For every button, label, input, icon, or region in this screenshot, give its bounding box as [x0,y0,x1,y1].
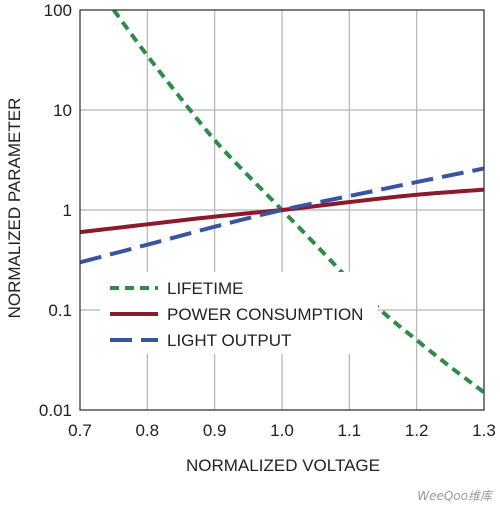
x-tick-label-6: 1.3 [472,421,496,440]
x-axis-title: NORMALIZED VOLTAGE [186,456,380,475]
x-tick-labels: 0.7 0.8 0.9 1.0 1.1 1.2 1.3 [68,421,496,440]
plot-frame [79,9,485,411]
watermark: WeeQoo维库 [417,489,494,503]
series-line-lifetime [112,10,484,394]
x-tick-label-0: 0.7 [68,421,92,440]
y-tick-label-4: 100 [44,1,72,20]
x-tick-label-5: 1.2 [405,421,429,440]
y-tick-label-2: 1 [63,201,72,220]
series-line-light-output [80,166,484,265]
series-line-power-consumption [80,187,484,235]
legend-label-power-consumption: POWER CONSUMPTION [167,305,363,324]
x-tick-label-4: 1.1 [338,421,362,440]
series-lines [80,10,484,394]
y-tick-label-1: 0.1 [48,301,72,320]
legend-label-light-output: LIGHT OUTPUT [167,331,291,350]
x-tick-label-2: 0.9 [203,421,227,440]
y-tick-label-3: 10 [53,101,72,120]
x-tick-label-1: 0.8 [136,421,160,440]
y-tick-label-0: 0.01 [39,401,72,420]
y-axis-title: NORMALIZED PARAMETER [5,98,24,319]
x-tick-label-3: 1.0 [270,421,294,440]
legend-label-lifetime: LIFETIME [167,279,244,298]
legend: LIFETIME POWER CONSUMPTION LIGHT OUTPUT [100,272,378,354]
y-tick-labels: 0.01 0.1 1 10 100 [39,1,72,420]
